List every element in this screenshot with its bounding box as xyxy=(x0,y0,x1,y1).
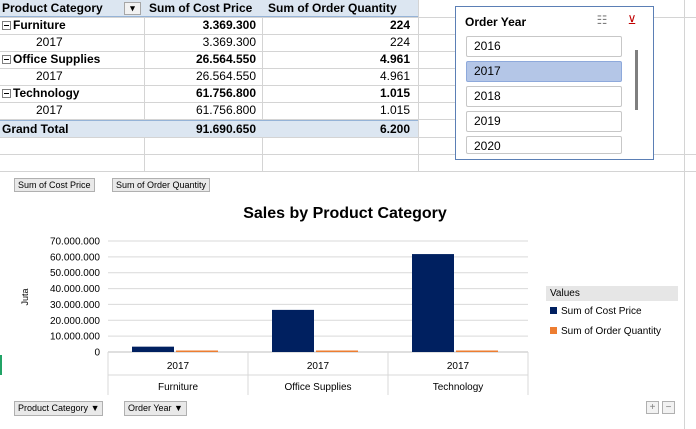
pivot-row-office-supplies-2017[interactable]: 2017 26.564.550 4.961 xyxy=(0,68,418,85)
field-label: Product Category xyxy=(18,403,89,413)
pivot-row-technology-2017[interactable]: 2017 61.756.800 1.015 xyxy=(0,102,418,119)
expand-field-button[interactable]: + xyxy=(646,401,659,414)
qty-value: 224 xyxy=(389,35,410,49)
order-year-slicer[interactable]: Order Year ☷ ⊻ 2016 2017 2018 2019 2020 xyxy=(455,6,654,160)
slicer-scrollbar[interactable] xyxy=(632,35,641,159)
pivot-grand-total-row[interactable]: Grand Total 91.690.650 6.200 xyxy=(0,120,418,137)
legend-label-qty: Sum of Order Quantity xyxy=(561,326,662,337)
slicer-scroll-thumb[interactable] xyxy=(635,50,638,110)
pivot-row-furniture-2017[interactable]: 2017 3.369.300 224 xyxy=(0,34,418,51)
pivot-row-technology[interactable]: Technology 61.756.800 1.015 xyxy=(0,85,418,102)
row-label: Technology xyxy=(13,86,80,100)
pivot-row-office-supplies[interactable]: Office Supplies 26.564.550 4.961 xyxy=(0,51,418,68)
cost-value: 61.756.800 xyxy=(195,103,256,117)
clear-filter-icon[interactable]: ⊻ xyxy=(627,13,637,27)
qty-value: 4.961 xyxy=(379,52,410,66)
row-label: 2017 xyxy=(36,35,63,49)
filter-icon: ▼ xyxy=(174,403,183,413)
row-label: Furniture xyxy=(13,18,66,32)
chart-field-sum-cost-price[interactable]: Sum of Cost Price xyxy=(14,178,95,192)
sheet-edge-marker xyxy=(0,355,2,375)
qty-value: 1.015 xyxy=(379,103,410,117)
collapse-icon[interactable] xyxy=(2,21,11,30)
slicer-item-2018[interactable]: 2018 xyxy=(466,86,622,107)
cost-value: 3.369.300 xyxy=(202,35,256,49)
chart-field-order-year[interactable]: Order Year ▼ xyxy=(124,401,187,416)
cost-value: 26.564.550 xyxy=(195,69,256,83)
header-sum-order-quantity[interactable]: Sum of Order Quantity xyxy=(268,1,397,15)
grand-total-label: Grand Total xyxy=(2,122,69,136)
chart-legend[interactable]: Values Sum of Cost Price Sum of Order Qu… xyxy=(546,286,678,337)
grand-total-qty: 6.200 xyxy=(379,122,410,136)
chart-field-sum-order-quantity[interactable]: Sum of Order Quantity xyxy=(112,178,211,192)
slicer-item-2016[interactable]: 2016 xyxy=(466,36,622,57)
row-label: 2017 xyxy=(36,103,63,117)
qty-value: 4.961 xyxy=(379,69,410,83)
slicer-item-2020[interactable]: 2020 xyxy=(466,136,622,154)
slicer-item-2017[interactable]: 2017 xyxy=(466,61,622,82)
chart-title: Sales by Product Category xyxy=(243,205,447,222)
grand-total-cost: 91.690.650 xyxy=(195,122,256,136)
collapse-icon[interactable] xyxy=(2,89,11,98)
collapse-field-button[interactable]: − xyxy=(662,401,675,414)
slicer-item-2019[interactable]: 2019 xyxy=(466,111,622,132)
field-label: Order Year xyxy=(128,403,172,413)
legend-item-qty: Sum of Order Quantity xyxy=(550,326,661,337)
cost-value: 61.756.800 xyxy=(195,86,256,100)
dropdown-arrow-icon: ▼ xyxy=(90,403,100,413)
cost-value: 3.369.300 xyxy=(202,18,256,32)
row-label: 2017 xyxy=(36,69,63,83)
row-label: Office Supplies xyxy=(13,52,101,66)
header-product-category[interactable]: Product Category xyxy=(2,1,103,15)
legend-item-cost: Sum of Cost Price xyxy=(550,306,642,317)
filter-dropdown-icon: ▾ xyxy=(130,3,135,13)
row-filter-button[interactable]: ▾ xyxy=(124,2,141,15)
pivot-header-row: Product Category ▾ Sum of Cost Price Sum… xyxy=(0,0,418,17)
legend-label-cost: Sum of Cost Price xyxy=(561,306,642,317)
legend-swatch-cost xyxy=(550,307,557,314)
header-sum-cost-price[interactable]: Sum of Cost Price xyxy=(149,1,253,15)
qty-value: 1.015 xyxy=(379,86,410,100)
pivot-row-furniture[interactable]: Furniture 3.369.300 224 xyxy=(0,17,418,34)
slicer-title: Order Year xyxy=(465,15,527,29)
cost-value: 26.564.550 xyxy=(195,52,256,66)
chart-field-product-category[interactable]: Product Category ▼ xyxy=(14,401,104,416)
legend-title: Values xyxy=(546,286,678,301)
qty-value: 224 xyxy=(389,18,410,32)
collapse-icon[interactable] xyxy=(2,55,11,64)
legend-swatch-qty xyxy=(550,327,557,334)
multi-select-icon[interactable]: ☷ xyxy=(596,13,608,27)
